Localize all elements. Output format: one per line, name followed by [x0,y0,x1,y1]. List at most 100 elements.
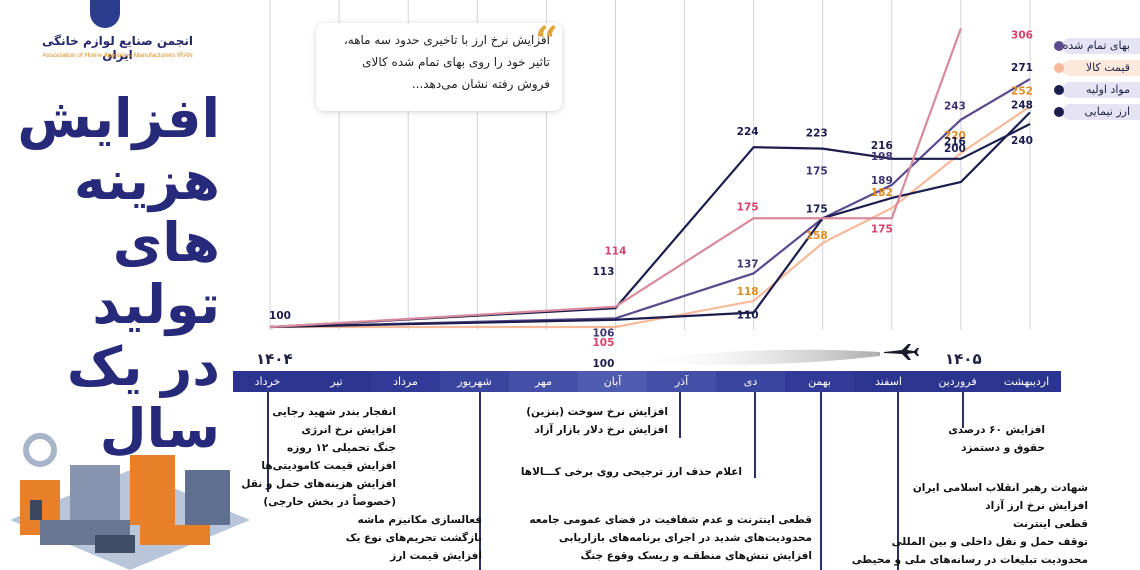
gear-logo-icon [90,0,120,28]
airplane-icon [884,344,919,360]
event-item: محدودیت تبلیغات در رسانه‌های ملی و محیطی [851,554,1088,566]
data-label: 224 [737,126,759,138]
event-connector [754,392,756,478]
event-list-bahman: قطعی اینترنت و عدم شفافیت در فضای عمومی … [529,511,812,565]
event-item: افزایش نرخ دلار بازار آزاد [534,424,668,436]
quote-box: افزایش نرخ ارز با تاخیری حدود سه ماهه، ت… [316,23,562,111]
event-item: حقوق و دستمزد [961,442,1045,454]
year-label-1404: ۱۴۰۴ [256,350,293,368]
timeline-month: اردیبهشت [992,371,1061,392]
logo-text-fa: انجمن صنایع لوازم خانگی ایران [42,34,193,62]
legend-item: بهای تمام شده [1050,38,1140,54]
event-item: شهادت رهبر انقلاب اسلامی ایران [912,482,1088,494]
logo-text-en: Association of Home Appliance Manufactur… [42,52,193,59]
data-label: 105 [592,337,614,349]
timeline-month: بهمن [785,371,854,392]
year-label-1405: ۱۴۰۵ [945,350,982,368]
data-label: 216 [944,136,966,148]
event-list-khordad: انفجار بندر شهید رجایی افزایش نرخ انرژی جن… [241,403,396,511]
event-item: فعالسازی مکانیزم ماشه [357,514,482,526]
event-item: افزایش نرخ انرژی [301,424,397,436]
event-connector [679,392,681,438]
event-item: توقف حمل و نقل داخلی و بین المللی [891,536,1088,548]
event-item: افزایش ۶۰ درصدی [948,424,1045,436]
legend-item: قیمت کالا [1050,60,1140,76]
quote-line: فروش رفته نشان می‌دهد... [411,77,550,91]
timeline-month: مرداد [371,371,440,392]
event-item: (خصوصاً در بخش خارجی) [263,496,396,508]
series-line [269,27,962,329]
quote-line: افزایش نرخ ارز با تاخیری حدود سه ماهه، [343,33,550,47]
event-item: افزایش نرخ سوخت (بنزین) [526,406,668,418]
data-label: 158 [806,230,828,242]
event-connector [479,392,481,570]
legend-item: مواد اولیه [1050,82,1140,98]
data-label: 220 [944,130,966,142]
event-item: محدودیت‌های شدید در اجرای برنامه‌های باز… [558,532,812,544]
title-line: در یک سال [66,335,220,460]
timeline-month: دی [716,371,785,392]
series-lines [269,27,1031,329]
series-line [270,105,1031,329]
event-connector [267,392,269,492]
timeline-month: خرداد [233,371,302,392]
event-connector [962,392,964,428]
timeline-month: فروردین [923,371,992,392]
data-label: 175 [806,203,828,215]
airplane-trail [630,349,880,365]
legend-label: قیمت کالا [1062,60,1140,76]
event-item: جنگ تحمیلی ۱۲ روزه [287,442,396,454]
data-label: 114 [604,246,626,258]
data-label: 248 [1011,99,1033,111]
event-item: بازگشت تحریم‌های نوع یک [345,532,482,544]
timeline-month: آبان [578,371,647,392]
event-item: انفجار بندر شهید رجایی [272,406,396,418]
data-label: 200 [944,143,966,155]
legend-label: مواد اولیه [1062,82,1140,98]
event-list-aban: افزایش نرخ سوخت (بنزین) افزایش نرخ دلار ب… [526,403,668,439]
timeline-month: اسفند [854,371,923,392]
event-item: افزایش قیمت کامودیتی‌ها [261,460,396,472]
legend-marker [1054,107,1064,117]
legend-marker [1054,41,1064,51]
legend-marker [1054,63,1064,73]
data-label: 182 [871,187,893,199]
quote-line: تاثیر خود را روی بهای تمام شده کالای [362,55,550,69]
event-list-esfand: شهادت رهبر انقلاب اسلامی ایران افزایش نرخ… [852,479,1088,569]
event-item: قطعی اینترنت [1012,518,1088,530]
data-label: 189 [871,175,893,187]
event-item: افزایش هزینه‌های حمل و نقل [241,478,396,490]
data-label: 175 [871,223,893,235]
event-connector [897,392,899,570]
data-label: 175 [737,201,759,213]
data-label: 306 [1011,29,1033,41]
event-list-dey: اعلام حذف ارز ترجیحی روی برخی کـــالاها [521,463,742,481]
logo: انجمن صنایع لوازم خانگی ایران Associatio… [30,0,205,62]
title-line: هزینه های [73,149,220,274]
data-label: 110 [737,310,759,322]
data-label: 240 [1011,135,1033,147]
data-label: 252 [1011,86,1033,98]
timeline-bar: خرداد تیر مرداد شهریور مهر آبان آذر دی بهمن اسفند… [233,371,1061,392]
event-item: قطعی اینترنت و عدم شفافیت در فضای عمومی … [529,514,812,526]
series-line [269,111,1031,329]
timeline-month: شهریور [440,371,509,392]
legend-label: بهای تمام شده [1062,38,1140,54]
legend-label: ارز نیمایی [1062,104,1140,120]
event-item: افزایش نرخ ارز آزاد [985,500,1088,512]
event-item: اعلام حذف ارز ترجیحی روی برخی کـــالاها [520,466,742,478]
data-label: 100 [269,310,291,322]
data-label: 243 [944,101,966,113]
data-label: 118 [737,286,759,298]
title-line: تولید [92,273,220,336]
data-label: 137 [737,258,759,270]
event-list-shahrivar: فعالسازی مکانیزم ماشه بازگشت تحریم‌های نو… [346,511,482,565]
timeline-month: تیر [302,371,371,392]
legend: بهای تمام شده قیمت کالا مواد اولیه ارز نیما… [1050,38,1140,126]
quote-mark-icon: “ [535,18,559,65]
data-label: 113 [592,266,614,278]
series-line [269,123,1031,329]
data-label: 106 [592,327,614,339]
data-label: 271 [1011,62,1033,74]
event-connector [820,392,822,570]
